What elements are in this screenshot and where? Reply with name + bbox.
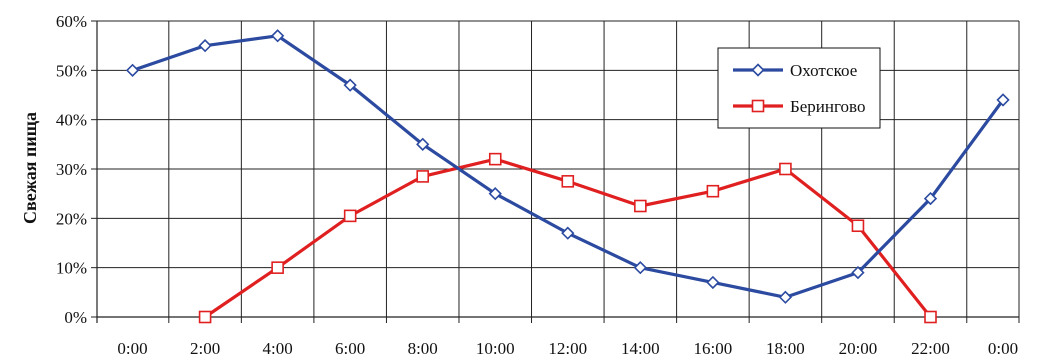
data-point: [634, 199, 647, 213]
data-point: [488, 152, 502, 166]
x-tick-label: 18:00: [766, 339, 805, 358]
data-point: [198, 39, 212, 53]
y-axis-title: Свежая пища: [20, 112, 40, 224]
legend-entry: Берингово: [733, 97, 865, 116]
chart-grid: [97, 20, 1020, 318]
legend-box: [717, 47, 881, 129]
series-okhotsk: [125, 29, 1010, 304]
y-tick-label: 30%: [56, 160, 87, 179]
x-tick-labels: 0:00 2:00 4:00 6:00 8:00 10:00 12:00 14:00 16:00…: [117, 339, 1018, 358]
x-tick-label: 10:00: [476, 339, 515, 358]
legend-swatch-marker: [751, 63, 765, 77]
data-point: [561, 226, 575, 240]
data-point: [198, 310, 212, 324]
data-point: [343, 209, 357, 223]
x-tick-label: 0:00: [988, 339, 1018, 358]
x-tick-label: 16:00: [694, 339, 733, 358]
data-point: [706, 275, 720, 290]
data-point: [996, 93, 1010, 107]
data-point: [270, 29, 285, 43]
data-point: [924, 310, 937, 324]
chart-axes: [91, 20, 1020, 323]
legend: Охотское Берингово: [717, 47, 881, 129]
legend-items: Охотское Берингово: [733, 61, 865, 116]
chart-series: [125, 29, 1010, 324]
x-tick-label: 4:00: [263, 339, 293, 358]
legend-label: Берингово: [790, 97, 865, 116]
x-tick-label: 2:00: [190, 339, 220, 358]
y-tick-label: 20%: [56, 209, 87, 228]
data-point: [779, 162, 792, 176]
y-tick-label: 10%: [56, 259, 87, 278]
data-point: [778, 290, 793, 304]
x-tick-label: 12:00: [548, 339, 587, 358]
data-point: [125, 63, 140, 77]
y-tick-label: 50%: [56, 61, 87, 80]
y-tick-label: 0%: [64, 308, 87, 327]
data-point: [416, 170, 430, 183]
x-tick-label: 14:00: [621, 339, 660, 358]
data-point: [633, 261, 647, 275]
data-point: [271, 261, 284, 274]
x-tick-label: 0:00: [117, 339, 147, 358]
legend-swatch-marker: [751, 99, 765, 113]
series-bering: [198, 152, 937, 324]
x-tick-label: 6:00: [335, 339, 365, 358]
legend-entry: Охотское: [733, 61, 857, 80]
data-point: [851, 219, 865, 233]
data-point: [488, 187, 502, 201]
y-tick-label: 60%: [56, 12, 87, 31]
data-point: [923, 191, 938, 206]
x-tick-label: 20:00: [839, 339, 878, 358]
data-point: [706, 184, 720, 198]
y-tick-labels: 0% 10% 20% 30% 40% 50% 60%: [56, 12, 87, 327]
data-point: [416, 137, 430, 151]
x-tick-label: 8:00: [408, 339, 438, 358]
x-tick-label: 22:00: [911, 339, 950, 358]
data-point: [343, 78, 357, 92]
data-point: [561, 175, 575, 188]
data-point: [851, 265, 865, 280]
y-tick-label: 40%: [56, 111, 87, 130]
legend-label: Охотское: [790, 61, 857, 80]
